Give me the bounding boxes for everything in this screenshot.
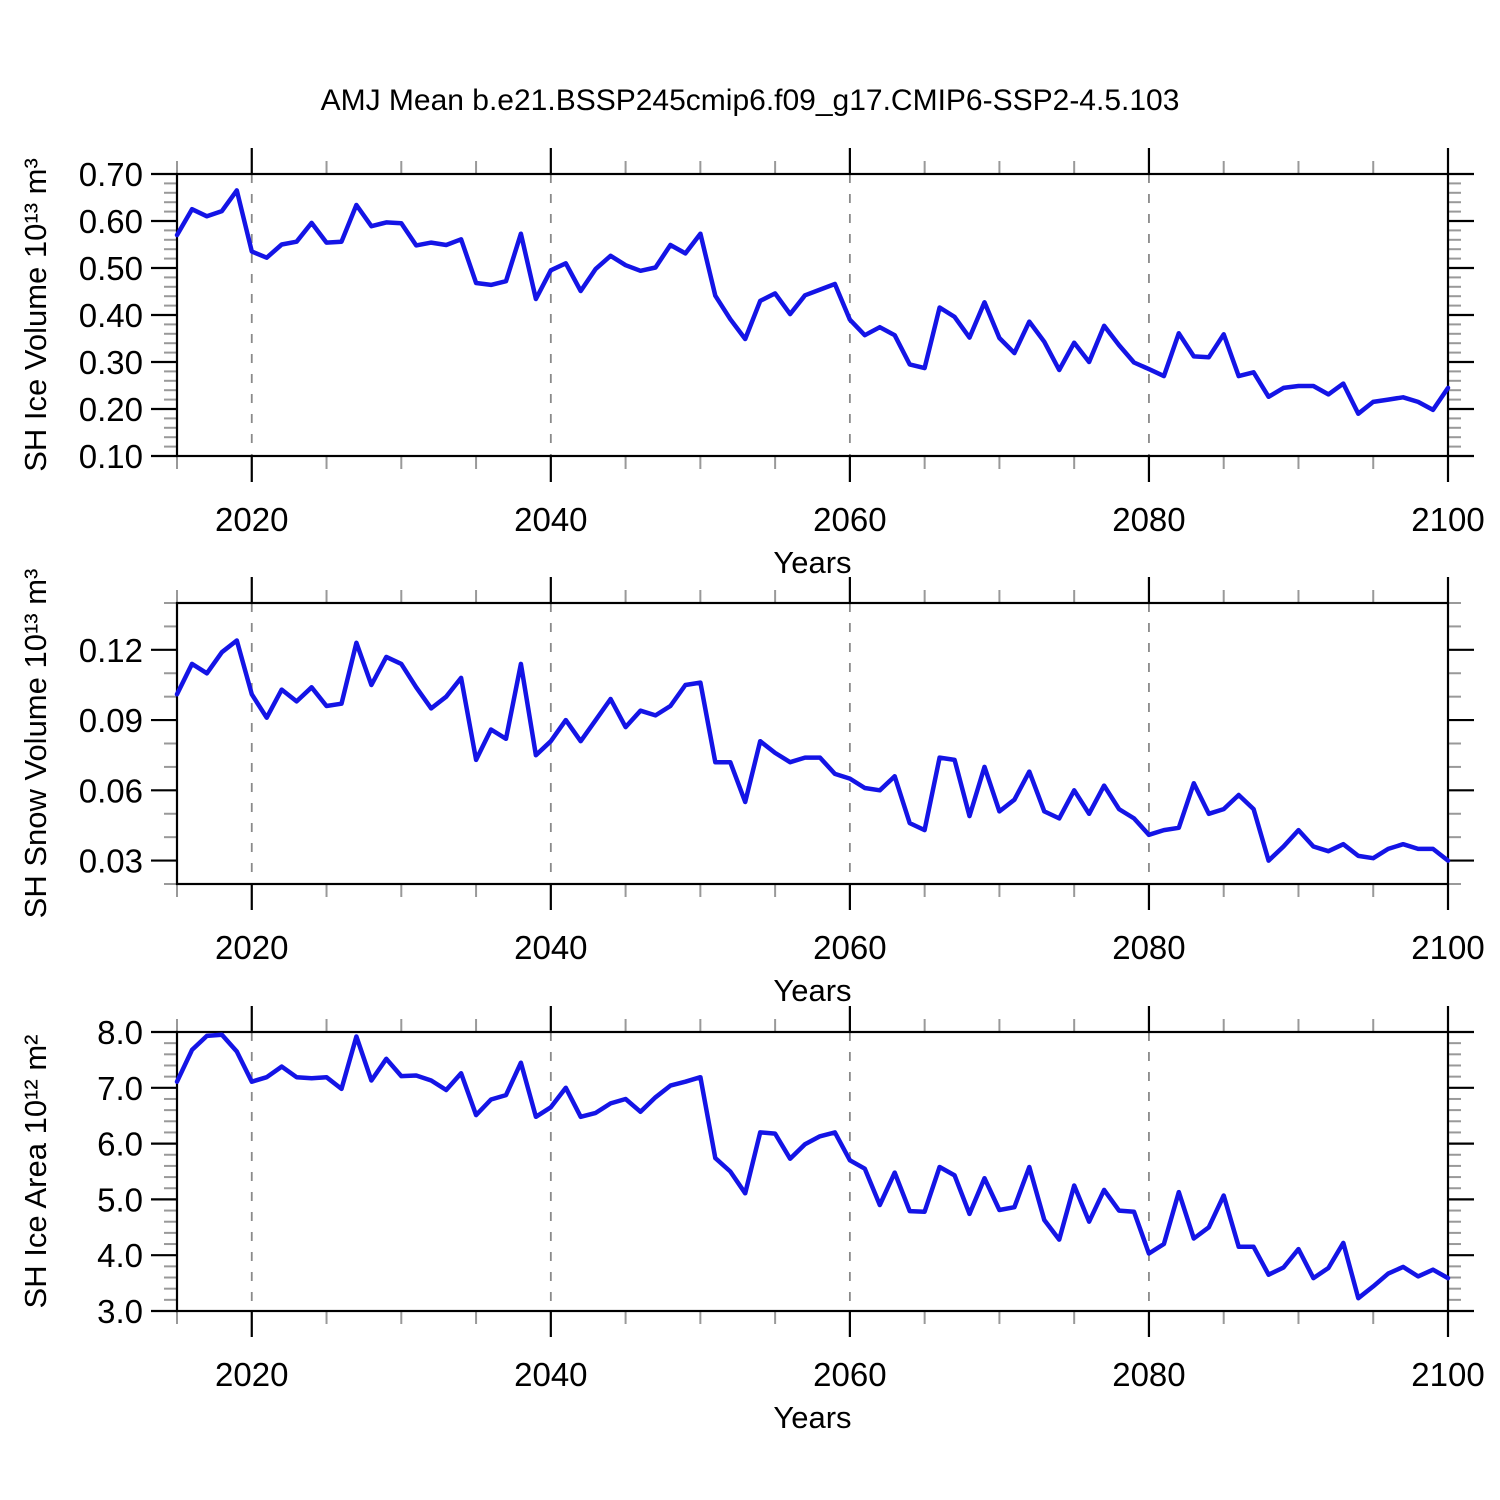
y-tick-label: 0.03: [79, 843, 143, 880]
y-tick-label: 0.20: [79, 391, 143, 428]
sh-snow-volume-plot-frame: [175, 601, 1450, 886]
x-tick-label: 2040: [514, 1356, 587, 1393]
sh-ice-volume-plot-frame: [175, 172, 1450, 458]
x-tick-label: 2080: [1112, 929, 1185, 966]
x-tick-label: 2060: [813, 929, 886, 966]
x-tick-label: 2040: [514, 501, 587, 538]
y-tick-label: 0.12: [79, 632, 143, 669]
y-tick-label: 0.60: [79, 203, 143, 240]
sh-snow-volume-chart: 2020 2040 2060 2080 2100 0.12 0.09 0.06 0.03 Year…: [18, 569, 1485, 1008]
x-tick-label: 2080: [1112, 1356, 1185, 1393]
sh-snow-volume-series-line: [174, 638, 1451, 863]
y-tick-label: 0.40: [79, 297, 143, 334]
sh-snow-volume-xaxis-title: Years: [773, 973, 851, 1008]
y-tick-label: 0.50: [79, 250, 143, 287]
sh-snow-volume-yaxis-title: SH Snow Volume 10¹³ m³: [18, 569, 53, 919]
x-tick-label: 2100: [1411, 1356, 1484, 1393]
y-tick-label: 0.09: [79, 702, 143, 739]
sh-ice-area-series-line: [174, 1032, 1451, 1301]
sh-ice-volume-yaxis-title: SH Ice Volume 10¹³ m³: [18, 158, 53, 472]
sh-ice-area-yaxis-title: SH Ice Area 10¹² m²: [18, 1035, 53, 1309]
sh-ice-volume-series-line: [174, 188, 1451, 416]
sh-ice-area-plot-frame: [175, 1030, 1450, 1313]
y-tick-label: 4.0: [97, 1237, 143, 1274]
y-tick-label: 7.0: [97, 1070, 143, 1107]
x-tick-label: 2100: [1411, 501, 1484, 538]
y-tick-label: 5.0: [97, 1181, 143, 1218]
x-tick-label: 2020: [215, 501, 288, 538]
y-tick-label: 0.30: [79, 344, 143, 381]
x-tick-label: 2100: [1411, 929, 1484, 966]
y-tick-label: 0.10: [79, 438, 143, 475]
x-tick-label: 2080: [1112, 501, 1185, 538]
sh-ice-area-chart: 2020 2040 2060 2080 2100 8.0 7.0 6.0 5.0 4.0 3.0 Ye…: [18, 1006, 1485, 1435]
y-tick-label: 0.06: [79, 772, 143, 809]
sh-ice-area-xaxis-title: Years: [773, 1400, 851, 1435]
x-tick-label: 2020: [215, 1356, 288, 1393]
plot-title: AMJ Mean b.e21.BSSP245cmip6.f09_g17.CMIP…: [320, 84, 1180, 117]
y-tick-label: 6.0: [97, 1126, 143, 1163]
y-tick-label: 0.70: [79, 156, 143, 193]
y-tick-label: 8.0: [97, 1014, 143, 1051]
y-tick-label: 3.0: [97, 1293, 143, 1330]
x-tick-label: 2060: [813, 1356, 886, 1393]
x-tick-label: 2060: [813, 501, 886, 538]
x-tick-label: 2040: [514, 929, 587, 966]
x-tick-label: 2020: [215, 929, 288, 966]
sh-ice-volume-xaxis-title: Years: [773, 545, 851, 580]
sh-ice-volume-chart: 2020 2040 2060 2080 2100 0.70 0.60 0.50 0.40 0.30…: [18, 148, 1485, 580]
